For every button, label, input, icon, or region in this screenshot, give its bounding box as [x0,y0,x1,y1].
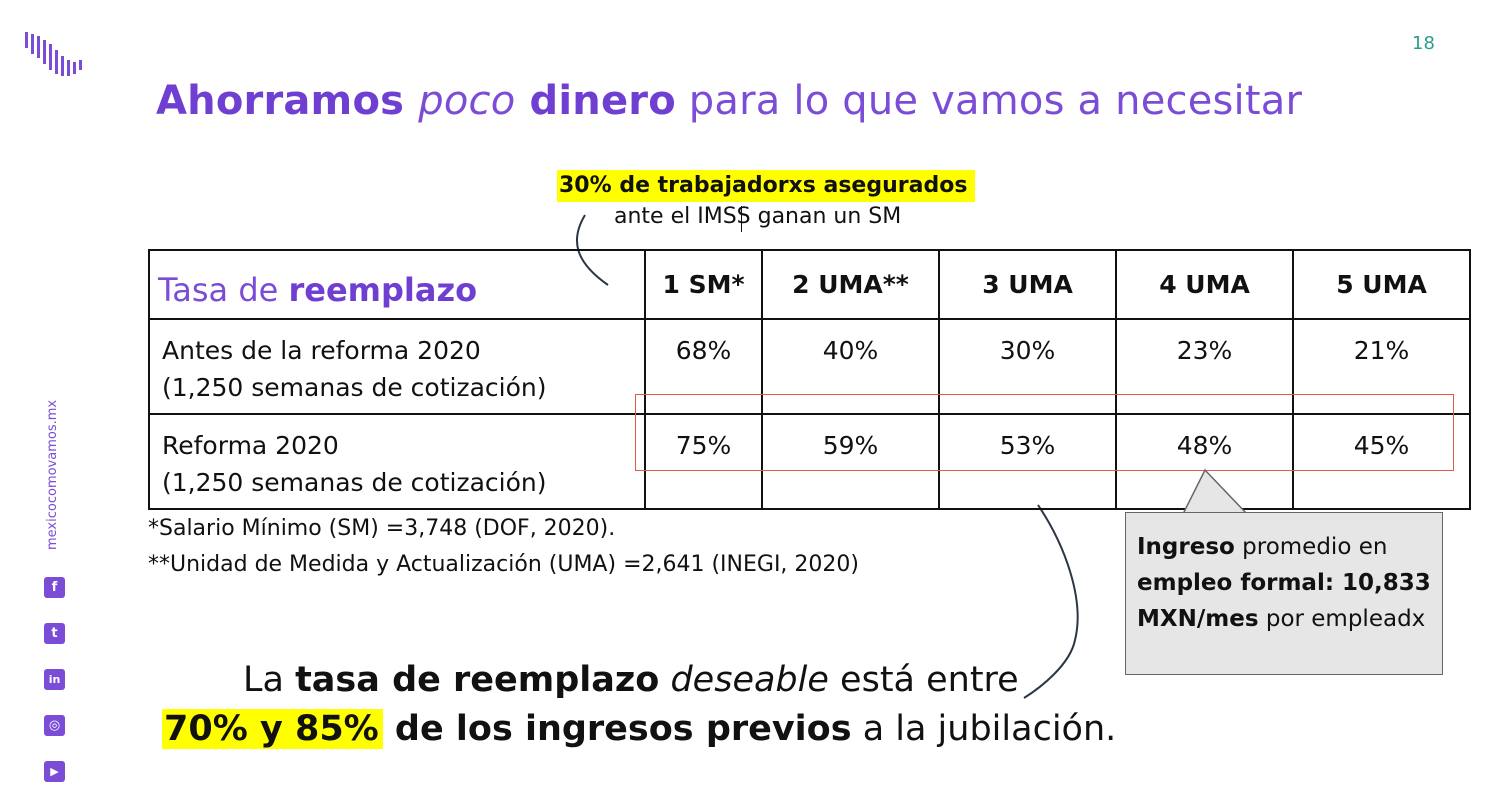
row-label-line-2: (1,250 semanas de cotización) [162,468,547,497]
bottom-line-2-post: a la jubilación. [851,709,1117,749]
table-header-label: Tasa de reemplazo [148,249,646,320]
table-cell: 30% [938,318,1117,415]
table-cell: 53% [938,413,1117,510]
callout-box: Ingreso promedio en empleo formal: 10,833… [1125,512,1443,675]
bottom-line-1-italic: deseable [659,660,829,700]
highlight-box [635,394,1454,471]
linkedin-icon[interactable]: in [44,669,65,690]
logo [25,32,82,76]
title-part-4: para lo que vamos a necesitar [675,78,1303,124]
replacement-rate-table: Tasa de reemplazo 1 SM* 2 UMA** 3 UMA 4 … [148,249,1471,510]
instagram-icon[interactable]: ◎ [44,715,65,736]
table-cell: 75% [644,413,763,510]
table-cell: 59% [761,413,940,510]
column-header: 4 UMA [1115,249,1294,320]
page-number: 18 [1412,33,1435,54]
column-header: 1 SM* [644,249,763,320]
column-header: 5 UMA [1292,249,1471,320]
table-cell: 23% [1115,318,1294,415]
bottom-line-1-post: está entre [828,660,1019,700]
callout-bold-2: empleo formal: 10,833 MXN/mes [1137,570,1431,632]
table-cell: 68% [644,318,763,415]
youtube-icon[interactable]: ▶ [44,761,65,782]
column-header: 2 UMA** [761,249,940,320]
top-note-text: ante el IMSS ganan un SM [614,204,902,229]
bottom-statement-line-1: La tasa de reemplazo deseable está entre [243,660,1019,700]
bottom-line-1-bold: tasa de reemplazo [295,660,660,700]
table-cell: 45% [1292,413,1471,510]
table-header-row: Tasa de reemplazo 1 SM* 2 UMA** 3 UMA 4 … [148,249,1471,320]
title-part-3: dinero [515,78,676,124]
facebook-icon[interactable]: f [44,577,65,598]
callout-pointer [1182,468,1248,515]
header-label-part-1: Tasa de [158,270,289,309]
top-note-highlight: 30% de trabajadorxs asegurados [557,170,976,202]
text-cursor [741,206,742,232]
twitter-icon[interactable]: t [44,623,65,644]
footnote: **Unidad de Medida y Actualización (UMA)… [148,552,859,577]
row-label: Reforma 2020 (1,250 semanas de cotización… [148,413,646,510]
callout-text-1: promedio en [1234,534,1388,560]
callout-text-2: por empleadx [1258,606,1426,632]
bottom-line-2-bold: de los ingresos previos [382,709,852,749]
website-url[interactable]: mexicocomovamos.mx [45,399,60,550]
bottom-connector [1023,504,1079,699]
row-label-line-2: (1,250 semanas de cotización) [162,373,547,402]
title-part-1: Ahorramos [156,78,419,124]
row-label-line-1: Antes de la reforma 2020 [162,336,481,365]
slide-title: Ahorramos poco dinero para lo que vamos … [156,78,1302,124]
table-cell: 40% [761,318,940,415]
row-label: Antes de la reforma 2020 (1,250 semanas d… [148,318,646,415]
table-row: Antes de la reforma 2020 (1,250 semanas d… [148,318,1471,415]
table-cell: 21% [1292,318,1471,415]
callout-bold-1: Ingreso [1137,534,1235,560]
column-header: 3 UMA [938,249,1117,320]
header-label-part-2: reemplazo [288,270,478,309]
title-part-2: poco [418,78,516,124]
bottom-line-2-highlight: 70% y 85% [162,709,383,749]
bottom-line-1-pre: La [243,660,296,700]
row-label-line-1: Reforma 2020 [162,431,339,460]
bottom-statement-line-2: 70% y 85% de los ingresos previos a la j… [162,709,1116,749]
footnote: *Salario Mínimo (SM) =3,748 (DOF, 2020). [148,516,616,541]
